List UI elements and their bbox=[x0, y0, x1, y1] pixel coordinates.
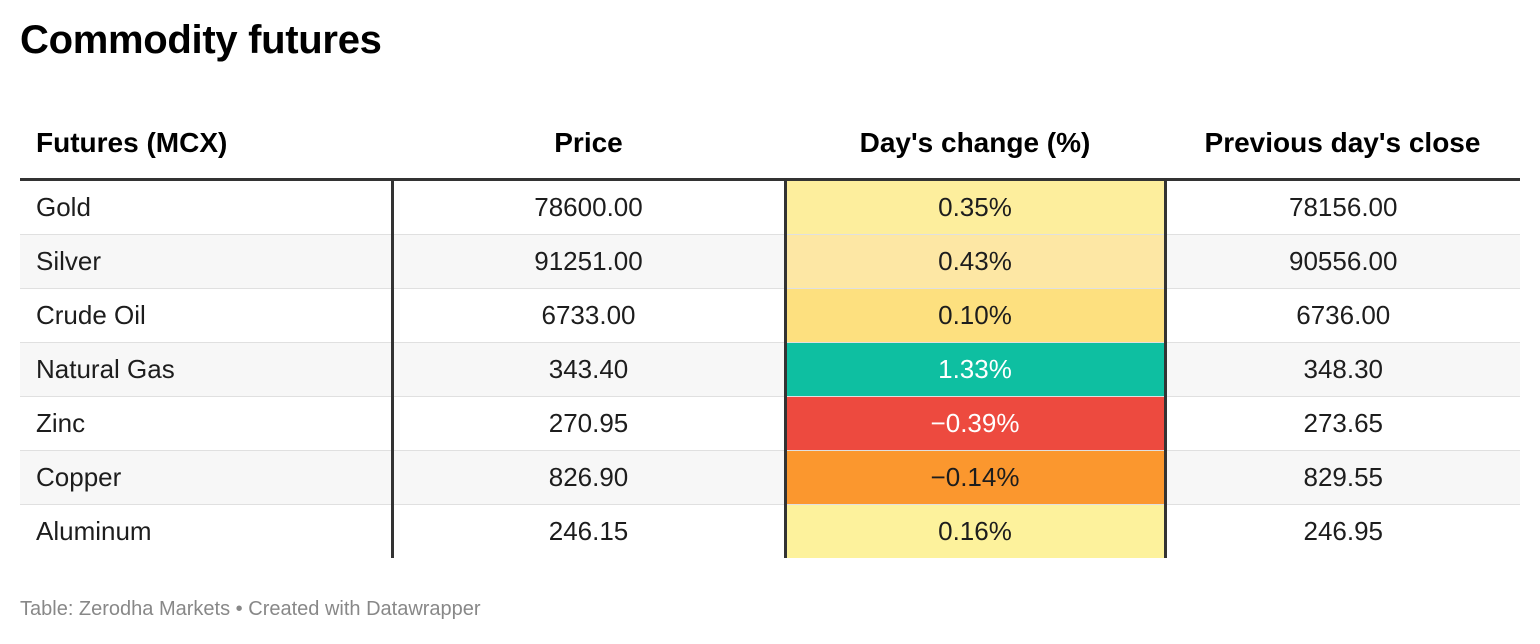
cell-previous-close: 246.95 bbox=[1303, 516, 1384, 546]
footer-note: Table: Zerodha Markets • Created with Da… bbox=[20, 598, 481, 621]
cell-previous-close: 6736.00 bbox=[1165, 288, 1520, 343]
cell-price: 826.90 bbox=[392, 450, 787, 505]
cell-days-change: 0.10% bbox=[785, 288, 1167, 343]
data-table-container: Futures (MCX) Price Day's change (%) Pre… bbox=[20, 108, 1520, 558]
commodity-futures-table: Futures (MCX) Price Day's change (%) Pre… bbox=[20, 108, 1520, 558]
cell-price: 343.40 bbox=[392, 342, 787, 397]
table-body: Gold 78600.00 0.35% 78156.00 Silver 91251.00 0… bbox=[20, 179, 1520, 558]
cell-price: 91251.00 bbox=[392, 234, 787, 289]
table-row: Copper 826.90 −0.14% 829.55 bbox=[20, 450, 1520, 505]
cell-days-change: 1.33% bbox=[785, 342, 1167, 397]
source-note: Table: Zerodha Markets bbox=[20, 598, 231, 620]
column-header-futures[interactable]: Futures (MCX) bbox=[20, 108, 392, 181]
table-row: Gold 78600.00 0.35% 78156.00 bbox=[20, 179, 1520, 235]
cell-commodity-name: Aluminum bbox=[20, 504, 394, 558]
cell-commodity-name: Natural Gas bbox=[20, 342, 394, 397]
cell-price: 6733.00 bbox=[392, 288, 787, 343]
table-row: Aluminum 246.15 0.16% 246.95 bbox=[20, 504, 1520, 558]
footer-separator: • bbox=[235, 598, 243, 620]
cell-days-change: −0.39% bbox=[785, 396, 1167, 451]
cell-previous-close: 78156.00 bbox=[1165, 179, 1520, 235]
cell-days-change: 0.43% bbox=[785, 234, 1167, 289]
cell-commodity-name: Crude Oil bbox=[20, 288, 394, 343]
cell-price: 78600.00 bbox=[392, 179, 787, 235]
cell-previous-close: 829.55 bbox=[1165, 450, 1520, 505]
cell-commodity-name: Zinc bbox=[20, 396, 394, 451]
cell-previous-close: 273.65 bbox=[1165, 396, 1520, 451]
table-row: Zinc 270.95 −0.39% 273.65 bbox=[20, 396, 1520, 451]
table-row: Natural Gas 343.40 1.33% 348.30 bbox=[20, 342, 1520, 397]
cell-price: 270.95 bbox=[392, 396, 787, 451]
column-header-previous-close[interactable]: Previous day's close bbox=[1165, 108, 1520, 181]
cell-previous-close: 90556.00 bbox=[1165, 234, 1520, 289]
cell-days-change: 0.16% bbox=[785, 504, 1167, 558]
cell-previous-close: 348.30 bbox=[1165, 342, 1520, 397]
header-row: Futures (MCX) Price Day's change (%) Pre… bbox=[20, 108, 1520, 181]
datawrapper-credit: Created with Datawrapper bbox=[248, 598, 481, 620]
column-header-price[interactable]: Price bbox=[392, 108, 785, 181]
cell-days-change: 0.35% bbox=[785, 179, 1167, 235]
cell-price: 246.15 bbox=[392, 504, 787, 558]
cell-commodity-name: Gold bbox=[20, 179, 394, 235]
column-header-days-change[interactable]: Day's change (%) bbox=[785, 108, 1165, 181]
chart-title: Commodity futures bbox=[20, 18, 382, 62]
cell-days-change: −0.14% bbox=[785, 450, 1167, 505]
cell-commodity-name: Copper bbox=[20, 450, 394, 505]
table-row: Silver 91251.00 0.43% 90556.00 bbox=[20, 234, 1520, 289]
table-row: Crude Oil 6733.00 0.10% 6736.00 bbox=[20, 288, 1520, 343]
cell-commodity-name: Silver bbox=[20, 234, 394, 289]
